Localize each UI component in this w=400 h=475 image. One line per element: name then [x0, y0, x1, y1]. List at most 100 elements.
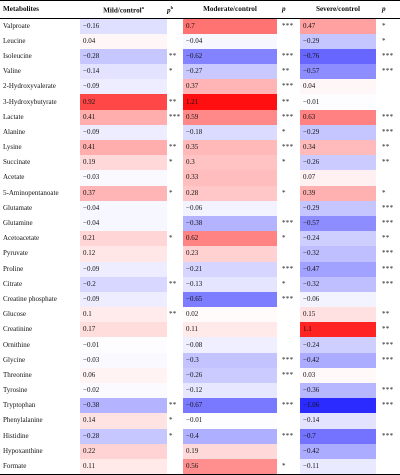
mild-control-value: 0.92 [80, 94, 167, 110]
header-metabolites: Metabolites [0, 0, 80, 19]
severe-control-value: 0.63 [300, 109, 376, 125]
moderate-control-value: 0.62 [183, 231, 277, 247]
severe-control-value: 0.15 [300, 307, 376, 323]
metabolite-name: Tyrosine [3, 386, 28, 395]
moderate-control-value: 0.37 [183, 79, 277, 95]
moderate-control-value: 0.28 [183, 185, 277, 201]
mild-control-value: 0.14 [80, 413, 167, 429]
p-mild-significance [167, 292, 183, 307]
header-row: Metabolites Mild/controla pb Moderate/co… [0, 0, 400, 19]
table-row: Proline −0.09 −0.21 *** −0.47 *** [0, 261, 400, 277]
moderate-control-value: −0.26 [183, 367, 277, 383]
p-mild-significance [167, 444, 183, 459]
p-mild-significance [167, 458, 183, 475]
moderate-control-value: 0.59 [183, 109, 277, 125]
table-row: Glucose 0.1 ** 0.02 0.15 ** [0, 307, 400, 323]
moderate-control-value: −0.13 [183, 276, 277, 292]
mild-control-value: 0.11 [80, 458, 167, 475]
table-row: Glutamate −0.04 −0.06 −0.29 *** [0, 200, 400, 216]
metabolite-name: Pyruvate [3, 249, 28, 258]
p-severe-significance [376, 444, 400, 459]
mild-control-value: −0.03 [80, 170, 167, 186]
p-severe-significance [376, 94, 400, 109]
p-severe-significance: *** [382, 401, 394, 410]
metabolite-name: 5-Aminopentanoate [3, 188, 59, 197]
p-moderate-significance: * [282, 158, 286, 167]
p-mild-significance: ** [169, 51, 177, 60]
metabolite-name: Proline [3, 264, 24, 273]
p-mild-significance: ** [169, 401, 177, 410]
moderate-control-value: 0.35 [183, 140, 277, 156]
table-row: Glycine −0.03 −0.3 *** −0.42 *** [0, 352, 400, 368]
metabolite-name: Lysine [3, 143, 22, 152]
p-severe-significance [376, 368, 400, 383]
mild-control-value: −0.28 [80, 428, 167, 444]
severe-control-value: −0.14 [300, 413, 376, 429]
metabolite-name: Glutamate [3, 203, 33, 212]
severe-control-value: −0.42 [300, 352, 376, 368]
p-moderate-significance: ** [282, 67, 290, 76]
p-moderate-significance: *** [282, 21, 294, 30]
p-mild-significance: ** [169, 97, 177, 106]
severe-control-value: 0.07 [300, 170, 376, 186]
metabolite-name: Alanine [3, 127, 26, 136]
moderate-control-value: 0.02 [183, 307, 277, 323]
p-severe-significance: *** [382, 51, 394, 60]
p-moderate-significance: *** [282, 355, 294, 364]
p-mild-significance: *** [169, 112, 181, 121]
p-severe-significance: * [382, 188, 386, 197]
mild-control-value: −0.04 [80, 215, 167, 232]
p-severe-significance: * [382, 21, 386, 30]
table-row: Acetate −0.03 0.33 0.07 [0, 170, 400, 186]
p-moderate-significance [277, 383, 300, 398]
p-severe-significance [376, 413, 400, 428]
severe-control-value: 0.47 [300, 18, 376, 34]
moderate-control-value: −0.38 [183, 215, 277, 232]
severe-control-value: −0.42 [300, 443, 376, 459]
p-severe-significance: *** [382, 203, 394, 212]
severe-control-value: −0.29 [300, 200, 376, 216]
p-severe-significance: *** [382, 249, 394, 258]
p-mild-significance [167, 337, 183, 352]
p-severe-significance: ** [382, 143, 390, 152]
severe-control-value: −0.29 [300, 124, 376, 140]
p-severe-significance: *** [382, 219, 394, 228]
table-row: Threonine 0.06 −0.26 *** 0.03 [0, 367, 400, 383]
p-moderate-significance: * [282, 234, 286, 243]
p-moderate-significance: *** [282, 112, 294, 121]
mild-control-value: −0.09 [80, 291, 167, 308]
p-moderate-significance [277, 170, 300, 185]
p-severe-significance: *** [382, 127, 394, 136]
p-moderate-significance: *** [282, 370, 294, 379]
severe-control-value: 0.03 [300, 367, 376, 383]
table-row: Ornithine −0.01 −0.08 −0.24 *** [0, 337, 400, 353]
p-moderate-significance [277, 413, 300, 428]
mild-control-value: −0.28 [80, 48, 167, 65]
moderate-control-value: 1.21 [183, 94, 277, 110]
p-moderate-significance [277, 201, 300, 216]
table-row: Histidine −0.28 * −0.4 *** −0.7 *** [0, 428, 400, 444]
mild-control-value: −0.09 [80, 124, 167, 140]
severe-control-value: −0.01 [300, 94, 376, 110]
mild-control-value: −0.03 [80, 352, 167, 368]
severe-control-value: −0.57 [300, 215, 376, 232]
severe-control-value: −0.32 [300, 246, 376, 262]
mild-control-value: −0.2 [80, 276, 167, 292]
mild-control-value: −0.02 [80, 383, 167, 399]
metabolite-name: Creatine phosphate [3, 294, 57, 303]
metabolite-name: Lactate [3, 112, 24, 121]
p-severe-significance: ** [382, 158, 390, 167]
table-row: Lysine 0.41 ** 0.35 *** 0.34 ** [0, 140, 400, 156]
moderate-control-value: −0.62 [183, 48, 277, 65]
metabolite-name: Phenylalanine [3, 416, 43, 425]
moderate-control-value: −0.04 [183, 33, 277, 49]
p-mild-significance [167, 216, 183, 231]
mild-control-value: −0.09 [80, 261, 167, 277]
p-mild-significance [167, 79, 183, 94]
p-moderate-significance: ** [282, 97, 290, 106]
metabolite-name: 3-Hydroxybutyrate [3, 97, 57, 106]
p-moderate-significance: * [282, 279, 286, 288]
severe-control-value: 0.39 [300, 185, 376, 201]
